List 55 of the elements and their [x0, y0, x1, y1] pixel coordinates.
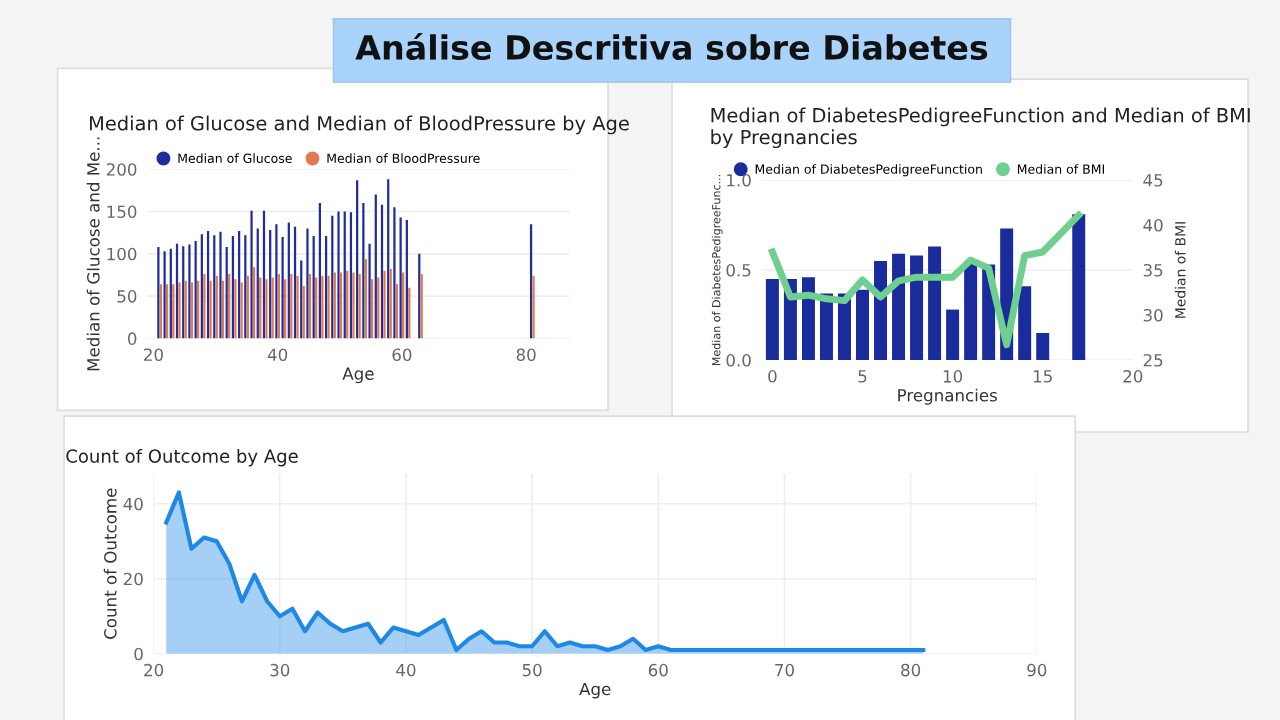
x-tick-label: 70: [775, 663, 794, 677]
bar: [874, 261, 888, 360]
line-series: [768, 211, 1083, 349]
bar: [964, 261, 978, 360]
x-tick-label: 60: [392, 348, 412, 362]
x-tick-label: 30: [270, 663, 290, 677]
bar: [1036, 333, 1050, 360]
x-tick-label: 90: [1027, 663, 1047, 677]
x-tick-label: 0: [768, 370, 777, 383]
x-tick-label: 5: [858, 370, 867, 383]
bar: [1018, 286, 1032, 360]
bar: [856, 289, 869, 360]
x-tick-label: 40: [396, 663, 416, 677]
x-tick-label: 10: [943, 370, 963, 383]
y-axis-title: Median of Glucose and Me...: [86, 137, 100, 371]
bar: [801, 277, 815, 360]
y2-tick-label: 35: [1143, 263, 1163, 277]
x-tick-label: 20: [144, 663, 164, 677]
y-tick-label: 40: [123, 497, 143, 511]
x-tick-label: 15: [1033, 370, 1052, 383]
chart-title: Median of Glucose and Median of BloodPressure by Age: [89, 115, 629, 135]
x-axis-title: Age: [342, 367, 374, 384]
chart-title: Count of Outcome by Age: [66, 448, 298, 467]
x-tick-label: 20: [1123, 370, 1143, 383]
y-tick-label: 50: [117, 290, 137, 303]
y-tick-label: 150: [107, 205, 137, 219]
x-axis-title: Age: [579, 682, 611, 699]
y-tick-label: 0: [134, 647, 143, 661]
y-tick-label: 200: [106, 163, 137, 176]
x-tick-label: 60: [648, 663, 668, 677]
y-tick-label: 1.0: [727, 173, 751, 187]
y-tick-label: 20: [123, 572, 143, 586]
bar: [765, 279, 779, 360]
x-tick-label: 80: [516, 348, 536, 362]
y2-tick-label: 30: [1143, 308, 1163, 322]
y2-tick-label: 25: [1143, 353, 1163, 367]
bar: [946, 309, 960, 360]
bar: [928, 246, 942, 360]
x-tick-label: 40: [267, 348, 288, 362]
y2-tick-label: 40: [1143, 218, 1163, 232]
text: Análise Descritiva sobre Diabetes: [355, 32, 988, 61]
bar: [1072, 214, 1086, 360]
chart-title: Median of DiabetesPedigreeFunction and Median of BMI by Pregnancies: [711, 107, 1250, 149]
y-tick-label: 0.5: [726, 263, 751, 277]
y-axis-title: Count of Outcome: [103, 488, 117, 639]
x-tick-label: 50: [522, 663, 542, 677]
y-tick-label: 0.0: [726, 353, 751, 367]
x-tick-label: 80: [901, 663, 921, 677]
y-tick-label: 0: [127, 332, 137, 345]
x-axis-title: Pregnancies: [898, 388, 997, 405]
bar: [892, 253, 906, 360]
y-tick-label: 100: [107, 247, 137, 261]
x-tick-label: 20: [144, 348, 163, 362]
y2-tick-label: 45: [1143, 174, 1163, 187]
bar: [910, 255, 924, 360]
